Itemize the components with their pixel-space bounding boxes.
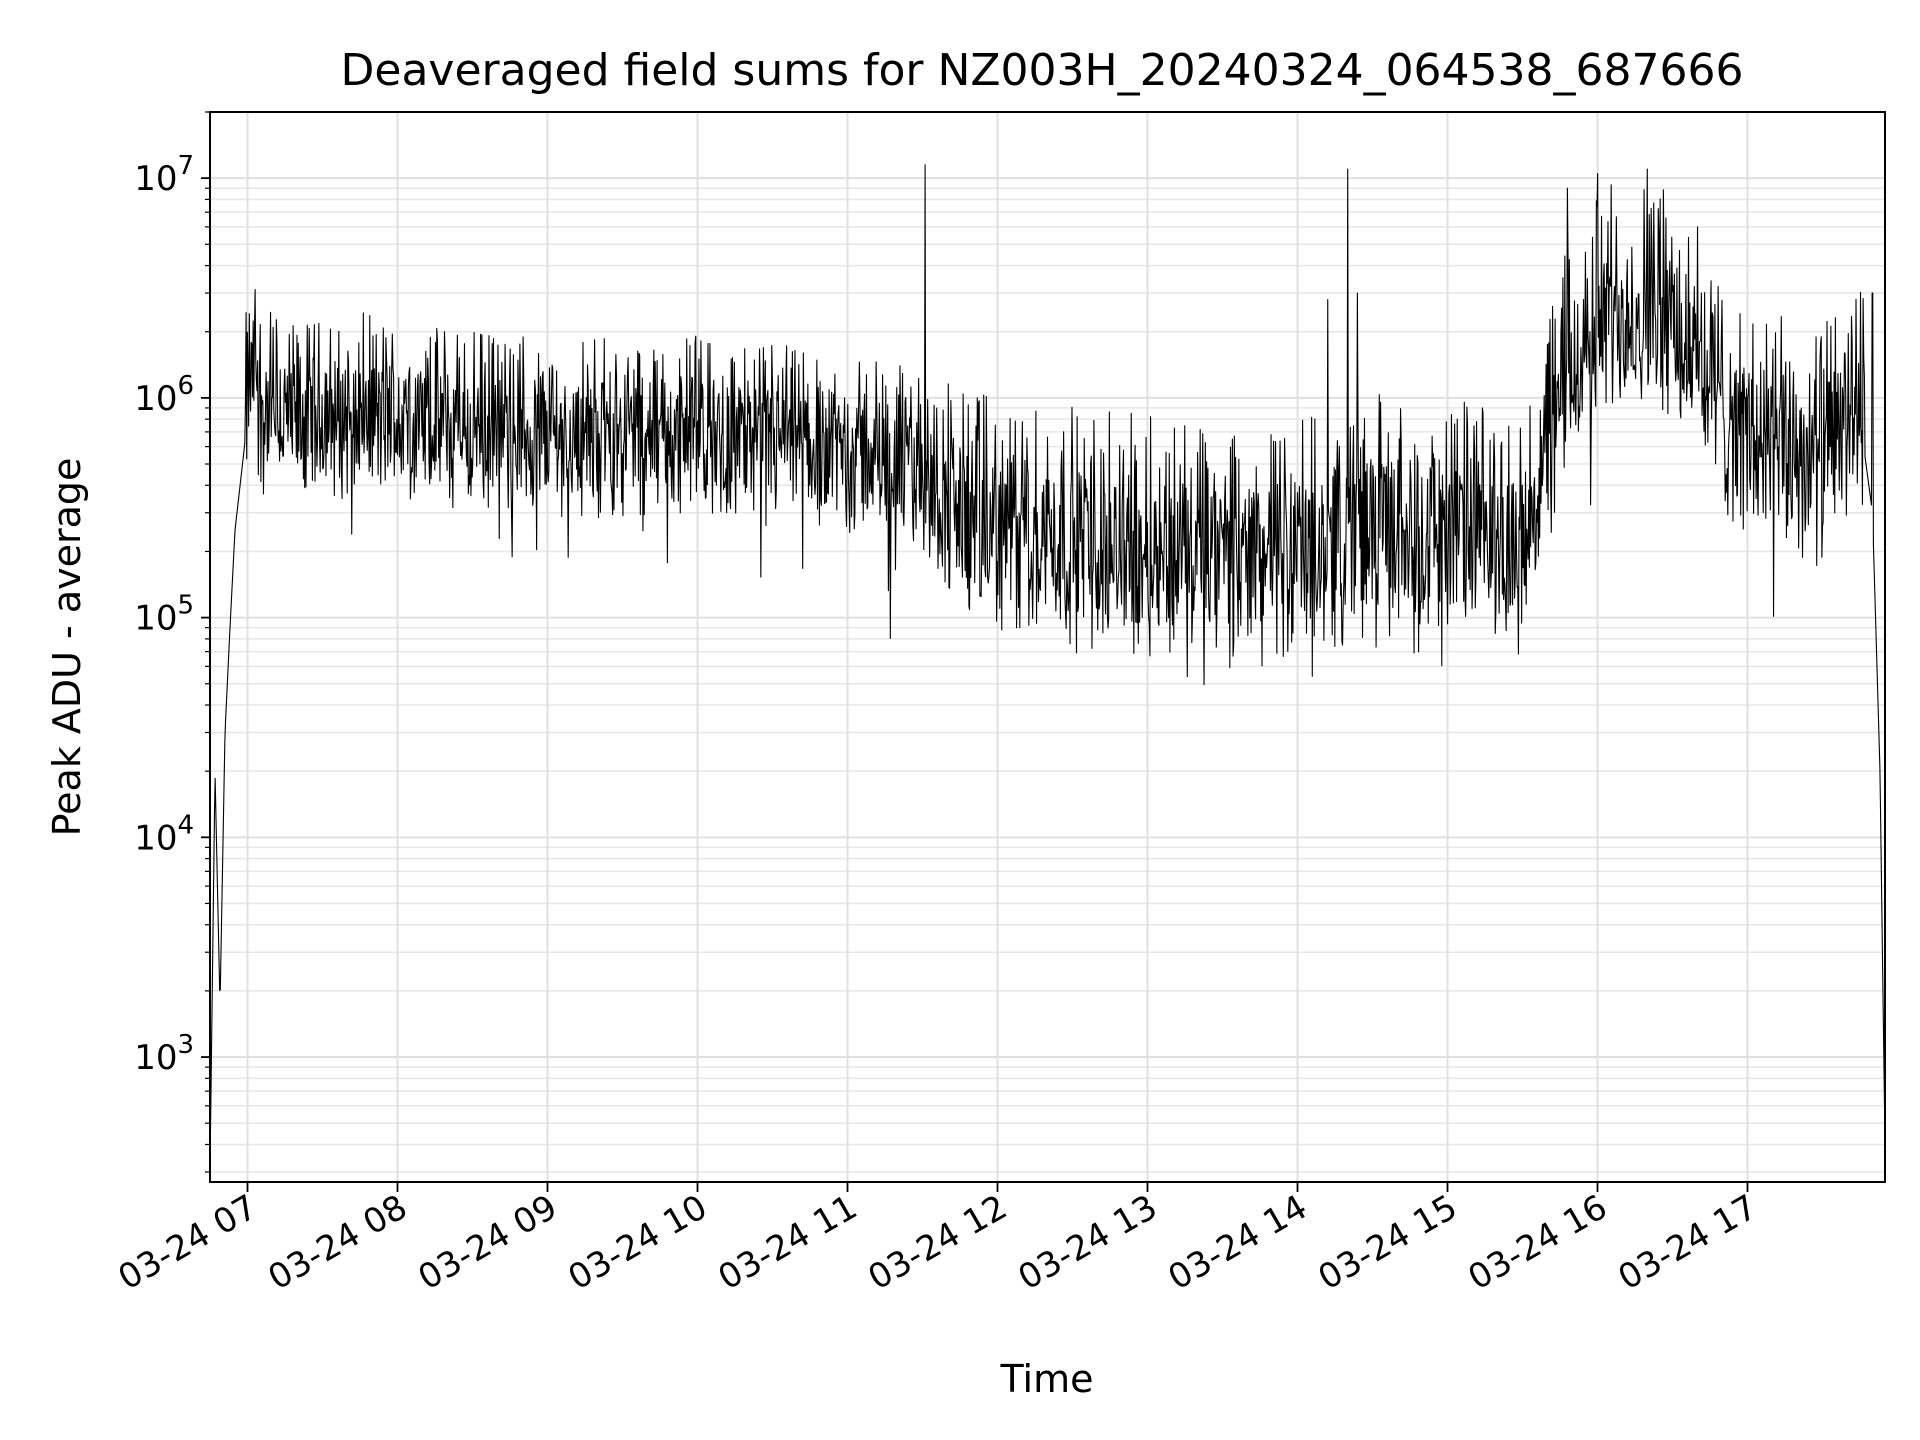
y-tick-label: 105: [134, 591, 194, 639]
y-axis-label: Peak ADU - average: [45, 458, 89, 837]
y-axis: 103 104 105 106 107: [134, 111, 210, 1173]
y-tick-label: 103: [134, 1030, 194, 1078]
y-tick-label: 106: [134, 371, 194, 419]
plot-frame: [209, 111, 1886, 1183]
series-line: [209, 164, 1886, 1172]
y-tick-label: 107: [134, 151, 194, 199]
y-tick-label: 104: [134, 810, 194, 858]
x-axis-label: Time: [1000, 1357, 1094, 1401]
chart-title: Deaveraged field sums for NZ003H_2024032…: [341, 45, 1744, 96]
